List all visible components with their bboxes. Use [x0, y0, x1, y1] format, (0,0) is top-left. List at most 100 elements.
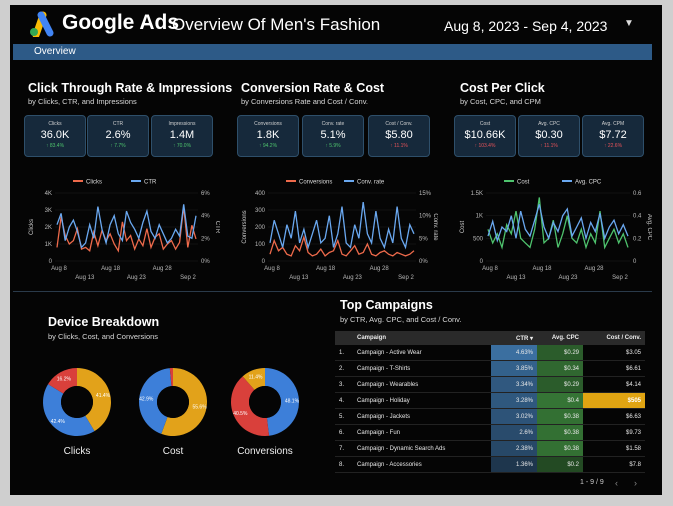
x-tick: Aug 23 [558, 275, 578, 281]
table-row[interactable]: 7. Campaign - Dynamic Search Ads 2.38% $0.3… [335, 440, 645, 457]
table-row[interactable]: 2. Campaign - T-Shirts 3.85% $0.34 $6.61 [335, 360, 645, 377]
tab-overview[interactable]: Overview [34, 46, 76, 57]
date-range-selector[interactable]: Aug 8, 2023 - Sep 4, 2023 [444, 18, 608, 34]
donut-slice [77, 368, 112, 432]
kpi-value: 1.4M [169, 129, 195, 141]
cost-conv-cell: $505 [583, 392, 645, 409]
kpi-card-conversions: Conversions 1.8K ↑ 94.2% [237, 115, 299, 157]
col-campaign[interactable]: Campaign [353, 331, 491, 345]
y-left-label: Conversions [242, 210, 248, 243]
cpc-cell: $0.38 [537, 440, 583, 457]
table-row[interactable]: 5. Campaign - Jackets 3.02% $0.38 $6.63 [335, 408, 645, 425]
section-subtitle-campaigns: by CTR, Avg. CPC, and Cost / Conv. [340, 315, 462, 324]
y-right-tick: 0% [419, 259, 428, 265]
row-index: 7. [335, 440, 353, 457]
kpi-label: Conversions [254, 121, 282, 127]
y-left-tick: 3K [45, 208, 52, 214]
kpi-delta: ↑ 83.4% [45, 143, 65, 149]
col-ctr[interactable]: CTR ▾ [491, 331, 537, 345]
kpi-label: Avg. CPM [601, 121, 625, 127]
cpc-cell: $0.29 [537, 345, 583, 361]
x-tick: Aug 23 [343, 275, 363, 281]
section-title-cpc: Cost Per Click [460, 81, 545, 95]
campaign-name: Campaign - Accessories [353, 456, 491, 473]
table-row[interactable]: 1. Campaign - Active Wear 4.63% $0.29 $3.05 [335, 345, 645, 361]
y-right-label: Avg. CPC [646, 214, 652, 241]
y-right-tick: 0.6 [633, 191, 642, 197]
chart-conversions-rate: Conversions Conv. rate 0 100 200 300 400 0% 5% 10… [242, 180, 438, 282]
ctr-cell: 4.63% [491, 345, 537, 361]
chart-clicks-ctr: Clicks CTR 0 1K 2K 3K 4K 0% 2% 4% 6% Clicks CTR Aug 8… [29, 180, 220, 282]
kpi-delta: ↑ 70.0% [172, 143, 192, 149]
table-row[interactable]: 4. Campaign - Holiday 3.28% $0.4 $505 [335, 392, 645, 409]
donut-label: Conversions [237, 446, 293, 457]
slice-label: 42.4% [51, 419, 66, 425]
table-row[interactable]: 6. Campaign - Fun 2.6% $0.38 $9.73 [335, 424, 645, 441]
section-divider [13, 291, 652, 292]
kpi-card-conv-rate: Conv. rate 5.1% ↑ 5.9% [302, 115, 364, 157]
kpi-value: 2.6% [105, 129, 131, 141]
kpi-value: $10.66K [464, 129, 506, 141]
col-cost-conv[interactable]: Cost / Conv. [583, 331, 645, 345]
donut-hole [157, 386, 189, 418]
y-left-tick: 2K [45, 225, 52, 231]
prev-page-icon[interactable]: ‹ [615, 478, 618, 488]
x-tick: Aug 28 [153, 266, 173, 272]
kpi-card-ctr: CTR 2.6% ↑ 7.7% [87, 115, 149, 157]
google-ads-logo-icon [30, 11, 54, 37]
row-index: 2. [335, 360, 353, 377]
y-right-label: CTR [214, 221, 220, 234]
kpi-value: 5.1% [320, 129, 346, 141]
pagination-label: 1 - 9 / 9 [580, 479, 604, 486]
nav-bar [13, 44, 652, 60]
slice-label: 16.2% [57, 376, 72, 382]
row-index: 1. [335, 345, 353, 361]
section-subtitle-device: by Clicks, Cost, and Conversions [48, 332, 159, 341]
kpi-delta: ↑ 7.7% [110, 143, 126, 149]
y-left-tick: 500 [473, 236, 484, 242]
dashboard-frame: Google Ads Overview Of Men's Fashion Aug… [10, 5, 662, 495]
kpi-card-avg-cpm: Avg. CPM $7.72 ↑ 22.6% [582, 115, 644, 157]
x-tick: Aug 18 [532, 266, 552, 272]
kpi-value: $0.30 [535, 129, 563, 141]
slice-label: 11.4% [249, 375, 263, 381]
slice-label: 55.6% [192, 405, 207, 411]
table-row[interactable]: 8. Campaign - Accessories 1.36% $0.2 $7.8 [335, 456, 645, 473]
kpi-label: Cost / Conv. [385, 121, 413, 127]
y-left-tick: 300 [255, 208, 266, 214]
series-line-conv-rate [269, 202, 415, 250]
kpi-value: 36.0K [40, 129, 70, 141]
y-left-tick: 200 [255, 225, 266, 231]
y-left-tick: 1K [476, 214, 483, 220]
series-line-conversions [269, 234, 415, 257]
legend-label: Conv. rate [357, 180, 385, 186]
legend-label: Conversions [299, 180, 332, 186]
kpi-card-clicks: Clicks 36.0K ↑ 83.4% [24, 115, 86, 157]
kpi-label: CTR [112, 121, 124, 127]
chevron-down-icon[interactable]: ▼ [624, 18, 634, 29]
kpi-value: 1.8K [256, 129, 280, 141]
donut-slice [231, 376, 270, 436]
chart-cost-cpc: Cost Avg. CPC 0 500 1K 1.5K 0 0.2 0.4 0.6 Cost Avg.… [460, 180, 652, 282]
kpi-value: $5.80 [385, 129, 413, 141]
next-page-icon[interactable]: › [634, 478, 637, 488]
ctr-cell: 1.36% [491, 456, 537, 473]
kpi-delta: ↑ 94.2% [258, 143, 278, 149]
ctr-cell: 3.28% [491, 392, 537, 409]
col-avg-cpc[interactable]: Avg. CPC [537, 331, 583, 345]
cpc-cell: $0.29 [537, 376, 583, 393]
donut-slice [242, 368, 265, 390]
table-row[interactable]: 3. Campaign - Wearables 3.34% $0.29 $4.14 [335, 376, 645, 393]
cpc-cell: $0.38 [537, 424, 583, 441]
cost-conv-cell: $7.8 [583, 456, 645, 473]
kpi-label: Impressions [168, 121, 196, 127]
campaign-name: Campaign - Wearables [353, 376, 491, 393]
campaign-name: Campaign - Active Wear [353, 345, 491, 361]
row-index: 8. [335, 456, 353, 473]
x-tick: Aug 18 [316, 266, 336, 272]
kpi-label: Conv. rate [321, 121, 345, 127]
y-right-tick: 10% [419, 214, 432, 220]
kpi-delta: ↑ 5.9% [325, 143, 341, 149]
section-subtitle-ctr: by Clicks, CTR, and Impressions [28, 97, 137, 106]
y-left-label: Cost [460, 221, 466, 234]
